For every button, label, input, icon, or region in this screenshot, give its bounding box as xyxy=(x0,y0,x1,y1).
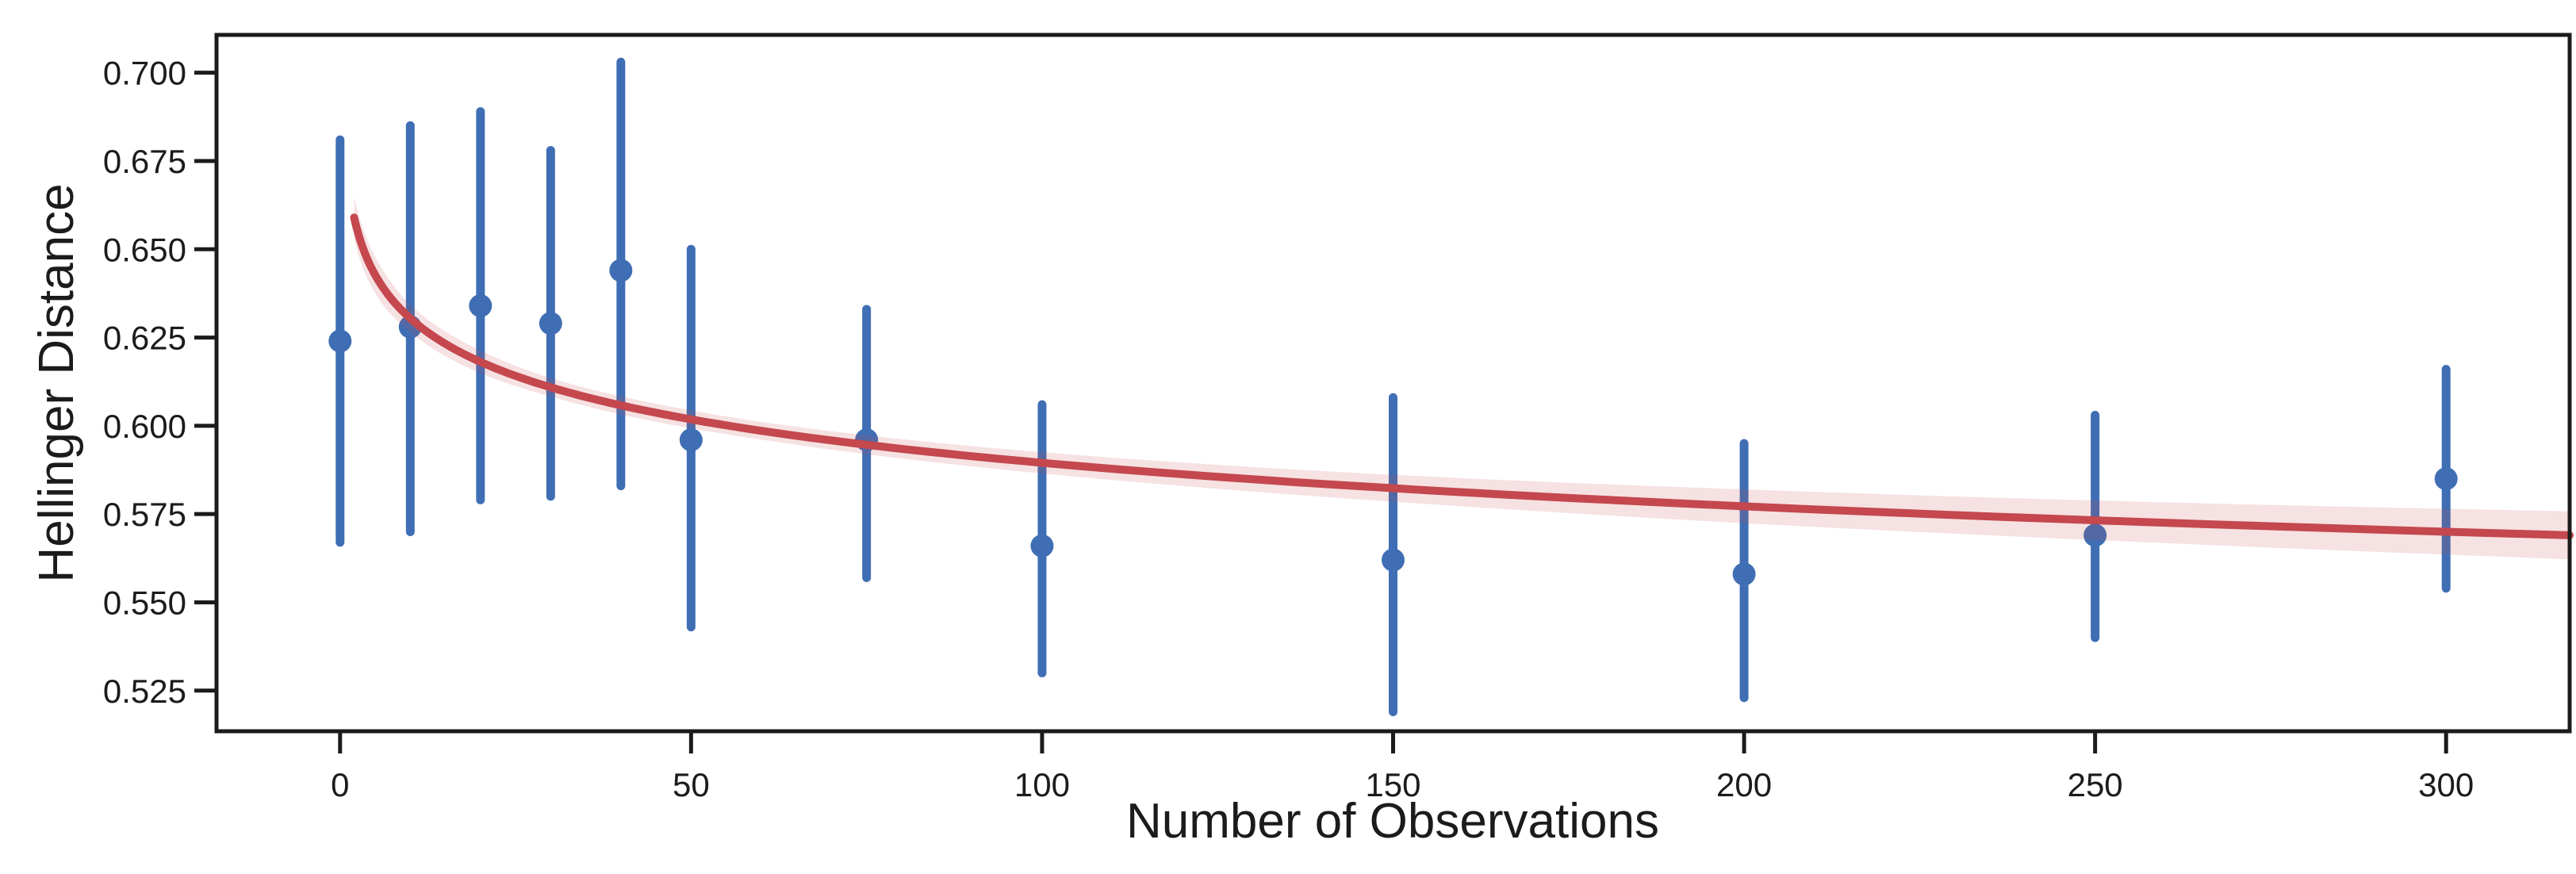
data-point xyxy=(1030,534,1054,558)
data-point xyxy=(2434,467,2458,491)
x-axis-label: Number of Observations xyxy=(1126,794,1659,849)
data-point xyxy=(469,293,493,317)
x-tick-label: 200 xyxy=(1716,766,1772,803)
data-point xyxy=(1732,562,1756,586)
data-point xyxy=(609,259,633,282)
y-tick-label: 0.575 xyxy=(103,496,186,533)
x-tick-label: 150 xyxy=(1365,766,1420,803)
error-bars-layer xyxy=(335,57,2451,717)
y-tick-label: 0.525 xyxy=(103,673,186,710)
data-point xyxy=(679,428,703,452)
x-tick-label: 100 xyxy=(1014,766,1070,803)
confidence-band xyxy=(354,196,2570,560)
x-tick-label: 0 xyxy=(331,766,349,803)
y-tick-label: 0.675 xyxy=(103,143,186,180)
y-tick-label: 0.550 xyxy=(103,584,186,621)
x-tick-label: 50 xyxy=(673,766,710,803)
y-tick-label: 0.600 xyxy=(103,408,186,445)
confidence-band-overlay-layer xyxy=(354,196,2570,560)
fit-line-layer xyxy=(350,213,2574,539)
data-point xyxy=(1382,548,1405,572)
y-tick-label: 0.625 xyxy=(103,320,186,357)
x-tick-label: 300 xyxy=(2418,766,2474,803)
data-point xyxy=(328,329,352,353)
y-axis-label: Hellinger Distance xyxy=(29,183,84,582)
data-points-layer xyxy=(328,259,2458,586)
y-tick-label: 0.700 xyxy=(103,55,186,92)
data-point xyxy=(539,312,562,335)
x-tick-label: 250 xyxy=(2068,766,2123,803)
ticks-layer: 0 50 100 150 200 250 300 0.700 0.675 0.650 0.625 0.… xyxy=(103,55,2474,803)
data-point xyxy=(2083,523,2107,547)
fit-line xyxy=(350,213,2574,539)
y-tick-label: 0.650 xyxy=(103,231,186,268)
